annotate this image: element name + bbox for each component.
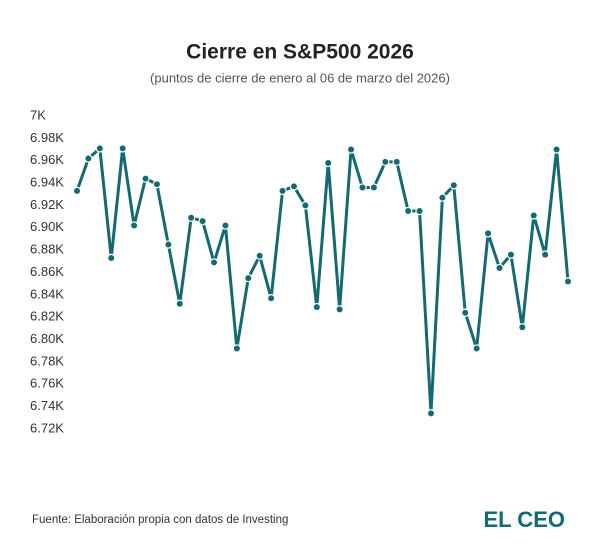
source: Fuente: Elaboración propia con datos de … <box>32 514 288 526</box>
point <box>438 193 447 202</box>
point <box>461 308 470 317</box>
point <box>403 206 413 216</box>
y-tick-label: 6.86K <box>30 264 64 279</box>
point <box>472 344 481 353</box>
y-tick-label: 6.92K <box>30 197 64 212</box>
y-tick-label: 6.94K <box>30 175 64 190</box>
point <box>289 182 299 191</box>
point <box>95 144 105 153</box>
point <box>175 299 184 308</box>
point <box>415 206 424 216</box>
point <box>221 221 230 230</box>
y-tick-label: 6.80K <box>30 331 64 346</box>
point <box>358 183 367 192</box>
point <box>563 277 573 286</box>
point <box>244 273 253 283</box>
point <box>335 305 344 314</box>
chart-subtitle: (puntos de cierre de enero al 06 de marz… <box>150 70 450 85</box>
point <box>552 145 561 154</box>
y-tick-label: 6.90K <box>30 219 64 234</box>
point <box>209 258 219 267</box>
point <box>141 174 150 183</box>
point <box>278 186 287 196</box>
y-tick-label: 7K <box>30 107 46 122</box>
point <box>107 253 116 263</box>
point <box>266 294 276 303</box>
y-tick-label: 6.96K <box>30 152 64 167</box>
point <box>540 250 550 259</box>
point <box>118 144 127 153</box>
point <box>232 344 242 353</box>
y-tick-label: 6.84K <box>30 286 64 301</box>
point <box>392 157 401 167</box>
point <box>449 181 459 190</box>
y-tick-label: 6.78K <box>30 353 64 368</box>
line <box>75 146 570 415</box>
y-tick-label: 6.72K <box>30 420 64 435</box>
point <box>369 183 379 192</box>
point <box>198 216 207 226</box>
point <box>495 263 504 273</box>
chart-title: Cierre en S&P500 2026 <box>186 41 414 64</box>
y-tick-label: 6.82K <box>30 309 64 324</box>
y-tick-label: 6.98K <box>30 130 64 145</box>
point <box>529 211 538 220</box>
point <box>72 186 82 196</box>
point <box>164 240 173 249</box>
point <box>518 323 527 332</box>
point <box>312 302 321 312</box>
point <box>129 221 139 230</box>
point <box>84 154 93 163</box>
y-tick-label: 6.88K <box>30 242 64 257</box>
point <box>426 409 436 418</box>
point <box>186 213 196 222</box>
y-tick-label: 6.74K <box>30 398 64 413</box>
point <box>255 251 264 260</box>
point <box>381 157 390 167</box>
point <box>506 250 516 259</box>
y-tick-label: 6.76K <box>30 376 64 391</box>
point <box>483 229 493 238</box>
point <box>301 201 310 210</box>
point <box>346 145 356 154</box>
point <box>324 158 333 168</box>
point <box>152 179 162 189</box>
logo: EL CEO <box>483 507 565 532</box>
